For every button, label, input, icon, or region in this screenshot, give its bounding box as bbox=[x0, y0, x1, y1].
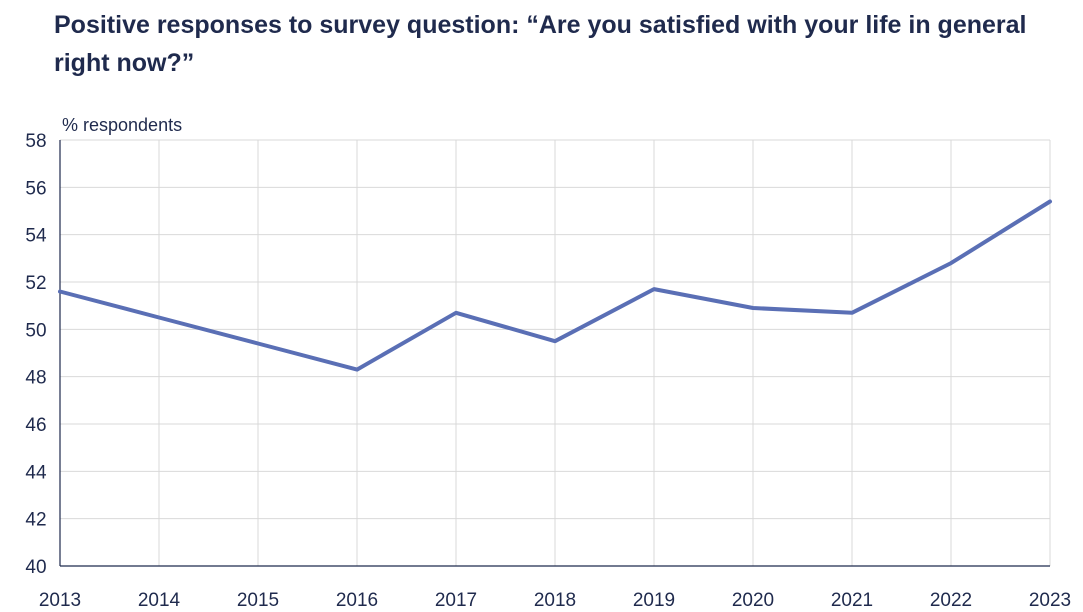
y-tick-label: 58 bbox=[25, 131, 46, 152]
x-tick-labels: 2013 2014 2015 2016 2017 2018 2019 2020 2021 2022… bbox=[39, 590, 1071, 611]
x-tick-label: 2017 bbox=[435, 590, 477, 611]
x-tick-label: 2022 bbox=[930, 590, 972, 611]
chart-title: Positive responses to survey question: “… bbox=[54, 11, 1027, 77]
x-tick-label: 2020 bbox=[732, 590, 774, 611]
y-axis-label: % respondents bbox=[62, 115, 182, 135]
y-tick-label: 40 bbox=[25, 557, 46, 578]
y-tick-label: 54 bbox=[25, 226, 47, 247]
grid-lines bbox=[60, 139, 1051, 566]
y-tick-label: 56 bbox=[25, 178, 46, 199]
x-tick-label: 2016 bbox=[336, 590, 378, 611]
y-tick-label: 48 bbox=[25, 368, 46, 389]
y-tick-labels: 40 42 44 46 48 50 52 54 56 58 bbox=[25, 131, 47, 578]
axes bbox=[59, 140, 1050, 567]
y-tick-label: 50 bbox=[25, 320, 46, 341]
x-tick-label: 2018 bbox=[534, 590, 576, 611]
data-point bbox=[652, 287, 656, 291]
data-point bbox=[454, 311, 458, 315]
x-tick-label: 2021 bbox=[831, 590, 873, 611]
y-tick-label: 42 bbox=[25, 510, 46, 531]
data-point bbox=[256, 342, 260, 346]
data-point bbox=[157, 316, 161, 320]
x-tick-label: 2013 bbox=[39, 590, 81, 611]
x-tick-label: 2015 bbox=[237, 590, 279, 611]
y-tick-label: 52 bbox=[25, 273, 46, 294]
data-point bbox=[1048, 200, 1052, 204]
data-point bbox=[553, 339, 557, 343]
series-group bbox=[58, 199, 1052, 372]
data-point bbox=[850, 311, 854, 315]
series-line bbox=[58, 199, 1052, 372]
x-tick-label: 2019 bbox=[633, 590, 675, 611]
data-point bbox=[949, 261, 953, 265]
y-tick-label: 44 bbox=[25, 462, 47, 483]
data-point bbox=[355, 368, 359, 372]
x-tick-label: 2023 bbox=[1029, 590, 1071, 611]
y-tick-label: 46 bbox=[25, 415, 46, 436]
x-tick-label: 2014 bbox=[138, 590, 181, 611]
data-point bbox=[751, 306, 755, 310]
data-point bbox=[58, 289, 62, 293]
